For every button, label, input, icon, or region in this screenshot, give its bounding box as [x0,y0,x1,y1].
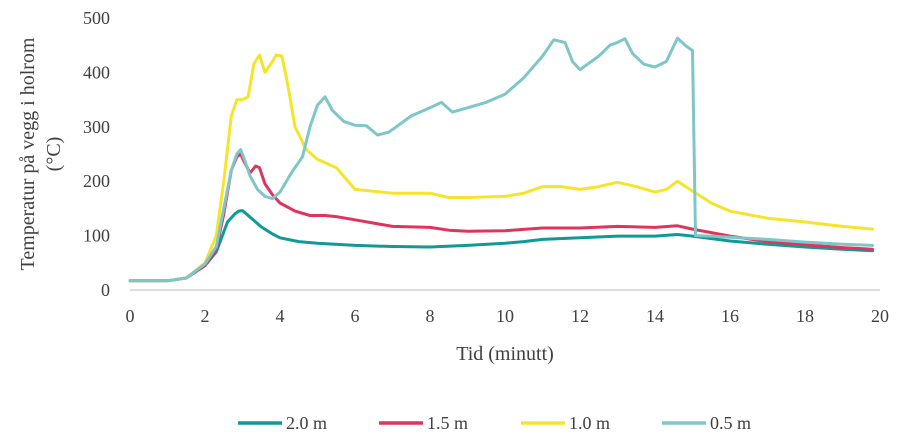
y-tick-label: 0 [101,280,110,300]
y-tick-label: 300 [83,117,110,137]
x-tick-labels: 0 2 4 6 8 10 12 14 16 18 20 [126,306,890,326]
x-tick-label: 10 [496,306,514,326]
x-axis-title: Tid (minutt) [456,343,554,365]
x-tick-label: 4 [276,306,285,326]
y-tick-label: 200 [83,171,110,191]
x-tick-label: 16 [721,306,739,326]
legend-label-0-5-m: 0.5 m [710,413,751,433]
legend-label-2-0-m: 2.0 m [286,413,327,433]
x-tick-label: 2 [201,306,210,326]
series-line-0-5-m [128,36,874,283]
x-tick-label: 14 [646,306,664,326]
series-line-1-0-m [128,53,874,283]
legend-label-1-5-m: 1.5 m [427,413,468,433]
series-line-2-0-m [128,209,874,283]
x-tick-label: 0 [126,306,135,326]
y-axis-title: Temperatur på vegg i holrom (°C) [17,37,65,270]
plot-area [128,36,874,283]
x-tick-label: 12 [571,306,589,326]
y-tick-label: 400 [83,62,110,82]
y-tick-label: 500 [83,8,110,28]
y-tick-label: 100 [83,226,110,246]
x-tick-label: 20 [871,306,889,326]
y-axis-title-line-1: Temperatur på vegg i holrom [17,37,39,270]
legend: 2.0 m 1.5 m 1.0 m 0.5 m [238,413,751,433]
x-tick-label: 8 [426,306,435,326]
y-tick-labels: 0 100 200 300 400 500 [83,8,110,300]
y-axis-title-line-2: (°C) [43,137,65,172]
axes: 0 2 4 6 8 10 12 14 16 18 20 0 100 200 300 400 500 [83,8,889,326]
x-tick-label: 6 [351,306,360,326]
x-tick-label: 18 [796,306,814,326]
legend-label-1-0-m: 1.0 m [569,413,610,433]
